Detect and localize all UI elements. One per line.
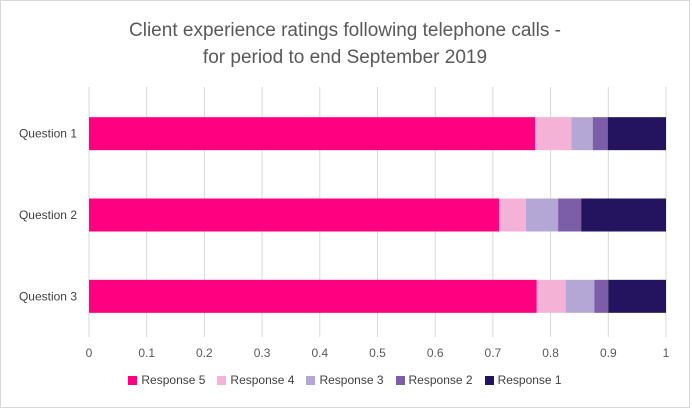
x-tick-label: 0.9 [600, 346, 617, 360]
legend-label: Response 2 [408, 373, 473, 387]
x-tick-label: 0.5 [369, 346, 386, 360]
chart-title: Client experience ratings following tele… [1, 17, 689, 71]
legend-label: Response 4 [230, 373, 295, 387]
x-tick-label: 0.8 [542, 346, 559, 360]
bar-segment-response-4 [499, 198, 526, 232]
x-tick-label: 0.4 [311, 346, 328, 360]
bar-segment-response-5 [89, 279, 537, 313]
legend-item: Response 5 [128, 373, 205, 387]
x-tick-label: 0.2 [196, 346, 213, 360]
legend-swatch [484, 375, 494, 385]
x-tick-label: 1 [663, 346, 670, 360]
category-label: Question 1 [19, 127, 77, 141]
x-tick-label: 0.6 [427, 346, 444, 360]
legend-label: Response 1 [497, 373, 562, 387]
bar-segment-response-2 [558, 198, 582, 232]
legend-item: Response 4 [217, 373, 294, 387]
bar-segment-response-3 [571, 117, 593, 151]
legend-swatch [395, 375, 405, 385]
x-tick-label: 0.1 [138, 346, 155, 360]
legend-item: Response 3 [306, 373, 384, 387]
bar-segment-response-2 [594, 279, 609, 313]
bar-segment-response-4 [536, 279, 566, 313]
category-label: Question 3 [19, 289, 77, 303]
bar-segment-response-1 [581, 198, 666, 232]
legend-swatch [217, 375, 227, 385]
category-label: Question 2 [19, 208, 77, 222]
x-tick-label: 0.7 [485, 346, 502, 360]
x-tick-label: 0.3 [254, 346, 271, 360]
legend-label: Response 5 [141, 373, 206, 387]
legend-swatch [128, 375, 138, 385]
bar-segment-response-4 [535, 117, 572, 151]
legend-swatch [306, 375, 316, 385]
chart-title-line-1: Client experience ratings following tele… [129, 20, 561, 41]
legend-item: Response 2 [395, 373, 473, 387]
bar-segment-response-2 [592, 117, 608, 151]
bar-segment-response-5 [89, 117, 536, 151]
chart-title-line-2: for period to end September 2019 [202, 47, 488, 68]
bar-segment-response-1 [608, 279, 666, 313]
bar-segment-response-1 [607, 117, 666, 151]
bar-segment-response-3 [565, 279, 595, 313]
legend-label: Response 3 [319, 373, 384, 387]
chart-legend: Response 5 Response 4 Response 3 Response 2… [1, 373, 689, 387]
bar-segment-response-5 [89, 198, 500, 232]
x-tick-label: 0 [86, 346, 93, 360]
bar-segment-response-3 [525, 198, 559, 232]
legend-item: Response 1 [484, 373, 562, 387]
